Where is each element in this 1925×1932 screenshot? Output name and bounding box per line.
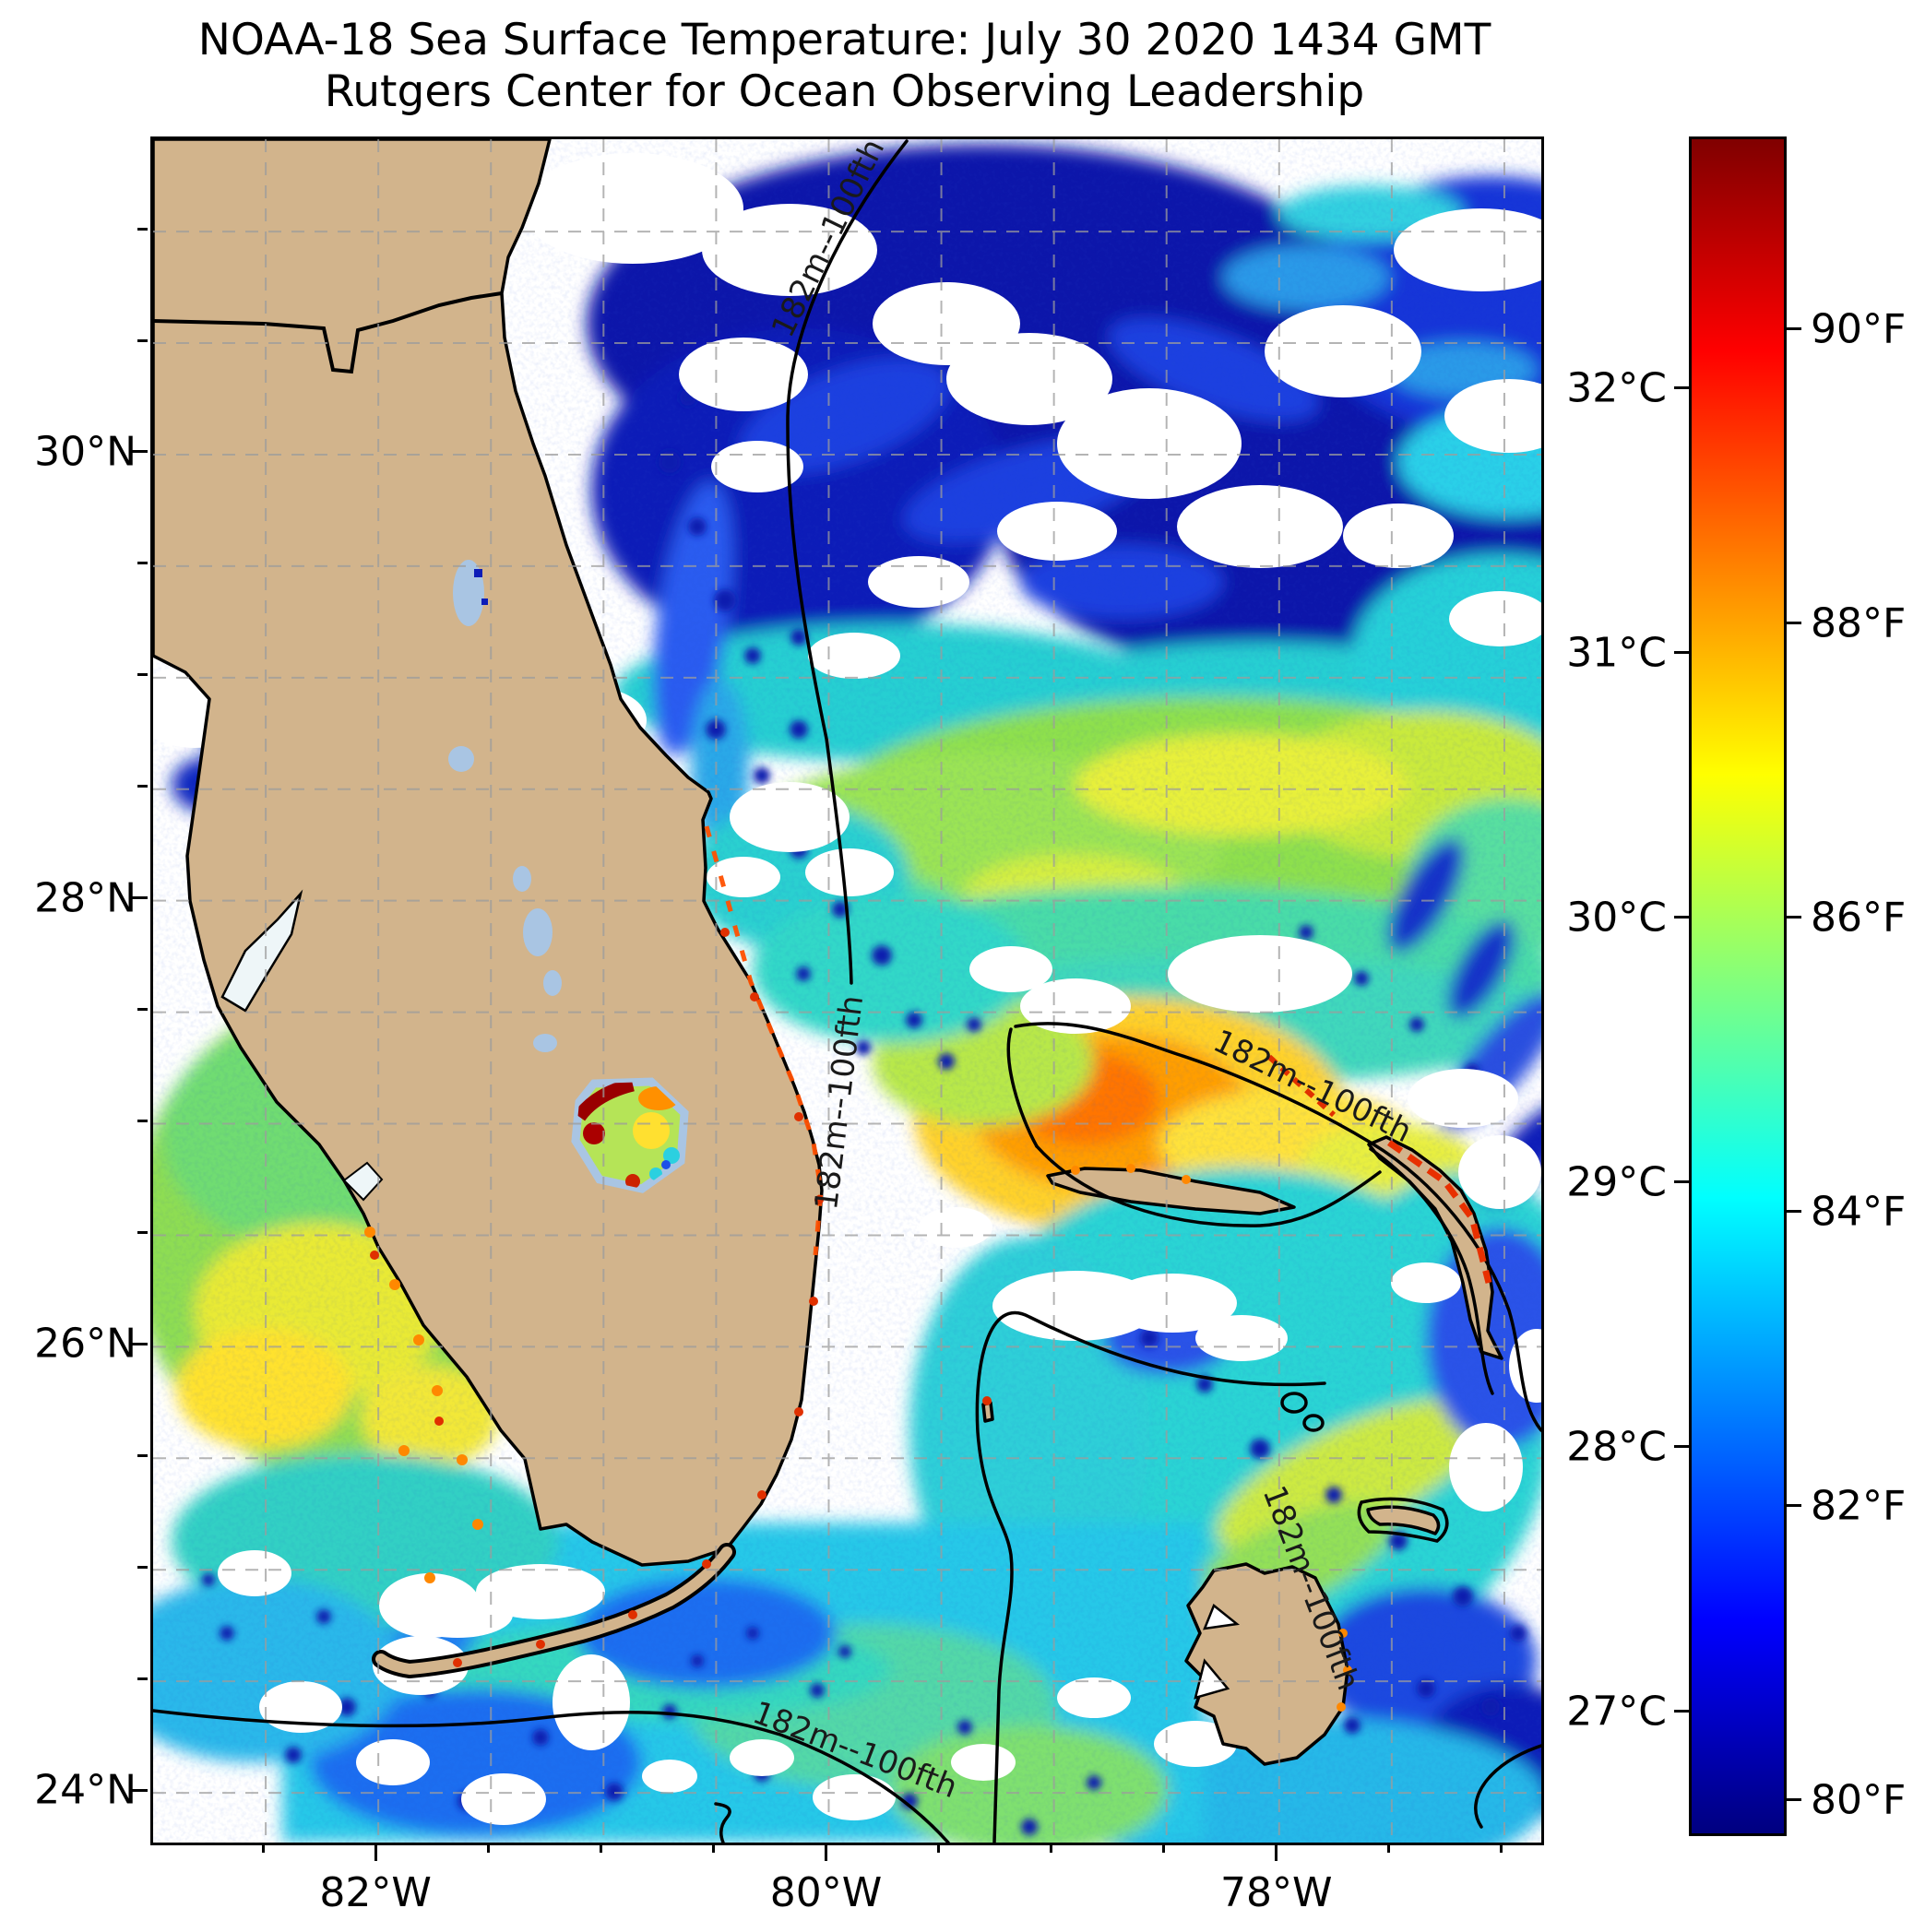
colorbar-celsius-label: 31°C [1566, 629, 1667, 677]
y-axis-tick [129, 1788, 148, 1792]
y-axis-tick [129, 896, 148, 900]
contour-tongue-of-ocean [975, 1310, 1326, 1843]
contour-little-bahama-south [1035, 1144, 1382, 1227]
y-axis-tick [129, 450, 148, 454]
x-axis-tick [1275, 1843, 1278, 1861]
cloud-mask-blobs [153, 153, 1541, 1825]
y-axis-tick-label: 30°N [34, 428, 137, 476]
figure-title: NOAA-18 Sea Surface Temperature: July 30… [197, 15, 1491, 65]
x-axis-tick [711, 1843, 715, 1853]
tampa-bay [220, 889, 303, 1013]
y-axis-tick [137, 1565, 148, 1569]
y-axis-tick [137, 562, 148, 565]
charlotte-harbor [342, 1161, 384, 1202]
colorbar-fahrenheit-label: 84°F [1811, 1188, 1907, 1236]
florida-georgia-border [153, 291, 503, 374]
contour-southeast-corner [1474, 1744, 1541, 1829]
contour-east-florida [786, 139, 909, 985]
y-axis-tick [129, 1342, 148, 1345]
florida-landmass [153, 139, 824, 1567]
lake-george-cold-pixels [474, 569, 488, 605]
y-axis-tick [137, 1230, 148, 1234]
colorbar-celsius-tick [1674, 651, 1689, 655]
contour-berry-loop [1357, 1497, 1449, 1543]
colorbar-fahrenheit-tick [1787, 1504, 1801, 1508]
lake-kissimmee [523, 908, 553, 956]
y-axis-tick [137, 338, 148, 342]
y-axis-tick-label: 26°N [34, 1320, 137, 1368]
map-plot-area: 182m--100fth 182m--100fth 182m--100fth 1… [150, 136, 1544, 1845]
andros-island [1184, 1562, 1349, 1766]
colorbar-celsius-label: 32°C [1566, 364, 1667, 412]
y-axis-tick [137, 673, 148, 677]
colorbar-celsius-tick [1674, 1445, 1689, 1449]
colorbar-fahrenheit-label: 80°F [1811, 1776, 1907, 1823]
land-masses [153, 139, 1503, 1766]
colorbar [1689, 136, 1787, 1836]
contour-little-bahama-north [1014, 1022, 1541, 1432]
berry-islands [1366, 1505, 1441, 1535]
contour-blue-hole-1 [1280, 1392, 1308, 1414]
colorbar-fahrenheit-tick [1787, 1798, 1801, 1801]
contour-little-bahama-west-hook [1006, 1027, 1039, 1148]
colorbar-fahrenheit-tick [1787, 916, 1801, 919]
x-axis-tick [937, 1843, 941, 1853]
x-axis-tick-label: 78°W [1220, 1869, 1333, 1916]
lake-okeechobee [571, 1077, 689, 1193]
colorbar-fahrenheit-label: 88°F [1811, 599, 1907, 647]
colorbar-celsius-tick [1674, 1180, 1689, 1184]
x-axis-tick [374, 1843, 377, 1861]
y-axis-tick [137, 1008, 148, 1012]
grid-lines [153, 139, 1541, 1843]
y-axis-tick-label: 24°N [34, 1766, 137, 1814]
colorbar-celsius-tick [1674, 1710, 1689, 1713]
colorbar-celsius-label: 28°C [1566, 1423, 1667, 1471]
contour-abaco-inner [1369, 1147, 1494, 1395]
x-axis-tick [1387, 1843, 1391, 1853]
colorbar-fahrenheit-label: 86°F [1811, 894, 1907, 942]
y-axis-tick [137, 1677, 148, 1680]
colorbar-celsius-label: 27°C [1566, 1688, 1667, 1736]
sst-map-canvas: 182m--100fth 182m--100fth 182m--100fth 1… [153, 139, 1541, 1843]
y-axis-tick-label: 28°N [34, 874, 137, 922]
colorbar-fahrenheit-tick [1787, 327, 1801, 331]
x-axis-tick [1050, 1843, 1053, 1853]
x-axis-tick-label: 82°W [319, 1869, 432, 1916]
colorbar-fahrenheit-label: 82°F [1811, 1482, 1907, 1530]
contour-blue-hole-2 [1302, 1414, 1325, 1432]
y-axis-tick [137, 785, 148, 788]
florida-keys-fill [375, 1547, 732, 1675]
lake-istokpoga [533, 1034, 557, 1052]
x-axis-tick [1162, 1843, 1166, 1853]
contour-bottom-squiggle [714, 1802, 731, 1843]
colorbar-celsius-label: 29°C [1566, 1158, 1667, 1206]
y-axis-tick [137, 1453, 148, 1457]
andros-coast-notches [1194, 1603, 1241, 1700]
inland-lakes [448, 560, 562, 1052]
figure-subtitle: Rutgers Center for Ocean Observing Leade… [324, 66, 1365, 117]
x-axis-tick-label: 80°W [769, 1869, 883, 1916]
y-axis-tick [137, 227, 148, 231]
colorbar-fahrenheit-tick [1787, 1210, 1801, 1214]
colorbar-fahrenheit-tick [1787, 622, 1801, 625]
bimini-islet [981, 1401, 994, 1423]
contour-bottom-left [153, 1709, 950, 1843]
y-axis-tick [137, 1120, 148, 1123]
x-axis-tick [599, 1843, 602, 1853]
lake-apopka [448, 746, 474, 772]
isobath-contours [153, 139, 1541, 1843]
colorbar-celsius-label: 30°C [1566, 894, 1667, 942]
colorbar-celsius-tick [1674, 916, 1689, 919]
x-axis-tick [486, 1843, 490, 1853]
x-axis-tick [261, 1843, 265, 1853]
colorbar-fahrenheit-label: 90°F [1811, 305, 1907, 353]
colorbar-celsius-tick [1674, 386, 1689, 390]
x-axis-tick [1500, 1843, 1503, 1853]
hot-shoreline-pixels [364, 825, 1492, 1712]
x-axis-tick [824, 1843, 827, 1861]
